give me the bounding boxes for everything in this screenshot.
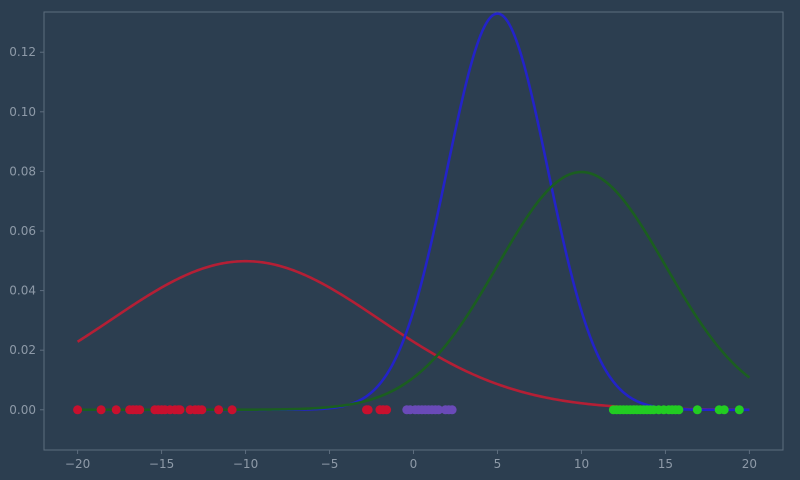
x-tick-label: −20 <box>65 457 90 471</box>
data-point <box>175 405 185 415</box>
data-point <box>382 405 392 415</box>
x-tick-label: 5 <box>494 457 502 471</box>
y-tick-label: 0.12 <box>9 45 36 59</box>
y-axis: 0.00 0.02 0.04 0.06 0.08 0.10 0.12 <box>9 45 44 417</box>
points-layer <box>73 405 744 415</box>
x-tick-label: 15 <box>658 457 673 471</box>
x-tick-label: −10 <box>233 457 258 471</box>
data-point <box>135 405 145 415</box>
data-point <box>363 405 373 415</box>
y-tick-label: 0.00 <box>9 403 36 417</box>
data-point <box>447 405 457 415</box>
data-point <box>674 405 684 415</box>
plot-area-frame <box>43 11 784 451</box>
y-tick-label: 0.02 <box>9 343 36 357</box>
data-point <box>96 405 106 415</box>
y-tick-label: 0.10 <box>9 105 36 119</box>
data-point <box>692 405 702 415</box>
data-point <box>227 405 237 415</box>
y-tick-label: 0.04 <box>9 284 36 298</box>
x-tick-label: −5 <box>321 457 339 471</box>
data-point <box>111 405 121 415</box>
y-tick-label: 0.06 <box>9 224 36 238</box>
data-point <box>719 405 729 415</box>
data-point <box>197 405 207 415</box>
data-point <box>214 405 224 415</box>
x-tick-label: 20 <box>742 457 757 471</box>
data-point <box>434 405 444 415</box>
x-tick-label: 0 <box>410 457 418 471</box>
x-axis: −20 −15 −10 −5 0 5 10 15 20 <box>65 450 757 471</box>
x-tick-label: 10 <box>574 457 589 471</box>
y-tick-label: 0.08 <box>9 164 36 178</box>
x-tick-label: −15 <box>149 457 174 471</box>
data-point <box>73 405 83 415</box>
data-point <box>734 405 744 415</box>
